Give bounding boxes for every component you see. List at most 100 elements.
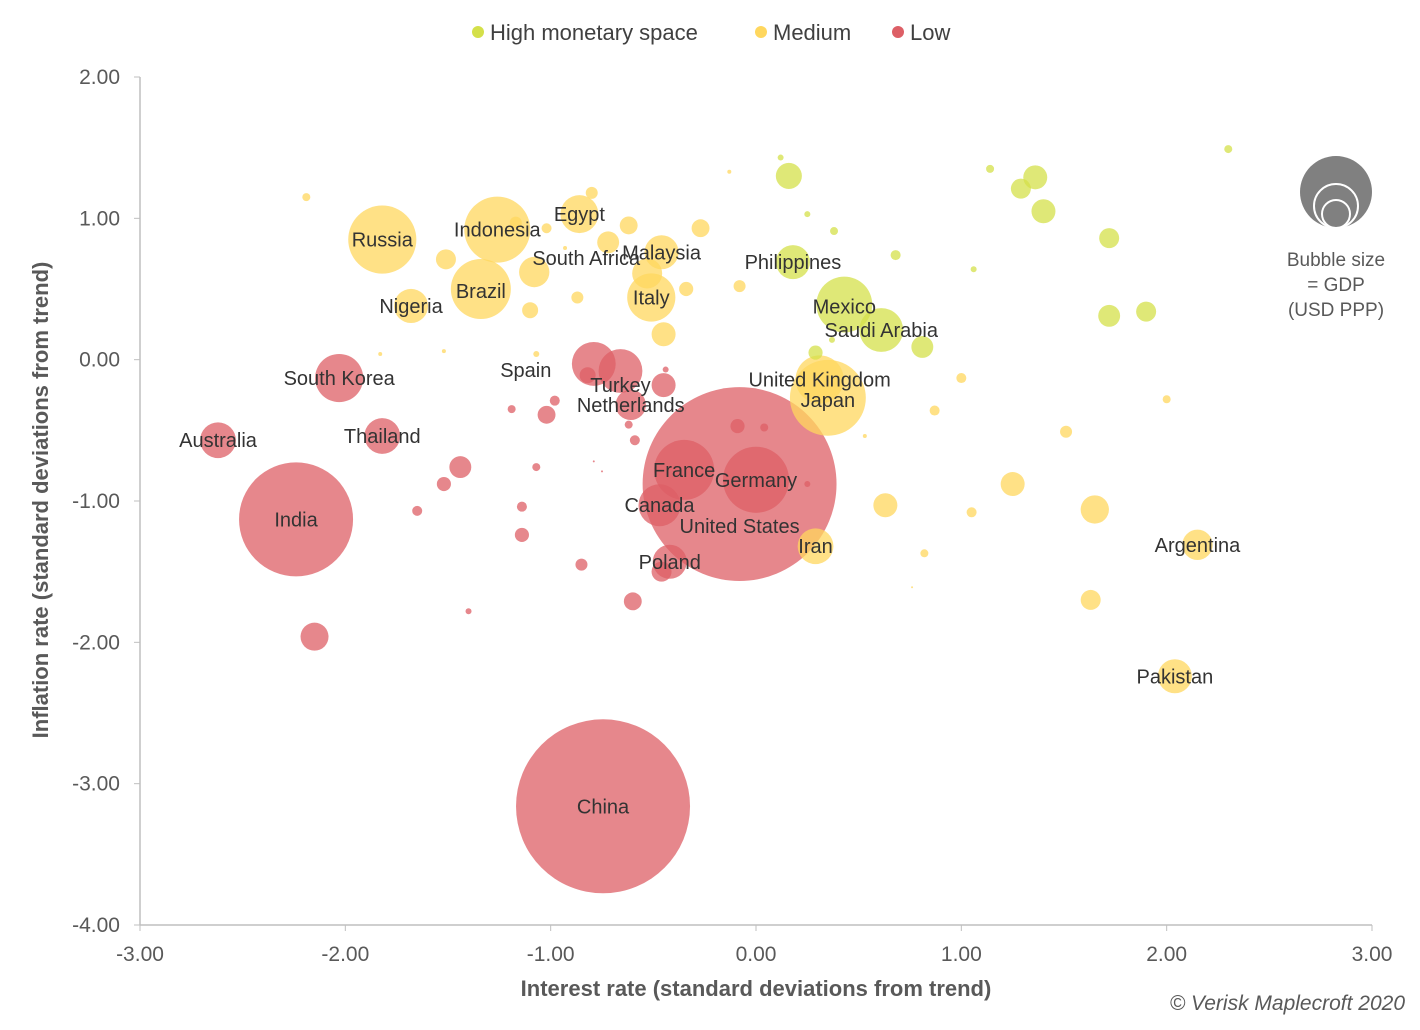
bubble (549, 395, 560, 406)
bubble (579, 367, 596, 384)
bubble-mexico (816, 276, 873, 333)
bubble-label: Malaysia (622, 242, 702, 264)
x-axis-label: Interest rate (standard deviations from … (521, 976, 992, 1001)
x-tick-label: 0.00 (736, 943, 777, 966)
y-axis-label: Inflation rate (standard deviations from… (28, 262, 53, 739)
bubble (1060, 425, 1073, 438)
bubble (986, 164, 995, 173)
bubble (623, 592, 642, 611)
bubble (563, 246, 568, 251)
bubble-nigeria (394, 288, 429, 323)
bubble (575, 558, 588, 571)
bubble (571, 291, 584, 304)
bubble-label: Netherlands (577, 395, 685, 417)
bubble (585, 186, 598, 199)
bubble-netherlands (615, 389, 646, 421)
bubble (804, 481, 811, 488)
bubble (532, 463, 541, 472)
bubble-brazil (450, 259, 511, 319)
bubble (733, 280, 746, 293)
bubble (619, 216, 638, 235)
size-note-line-3: (USD PPP) (1288, 300, 1384, 321)
legend-label-high: High monetary space (490, 20, 698, 45)
bubble-canada (638, 484, 681, 527)
axes: -3.00 -2.00 -1.00 0.00 1.00 2.00 3.00 2.00 1.00 0… (72, 66, 1392, 966)
bubble (378, 352, 383, 357)
legend-marker-low (892, 26, 904, 38)
bubble (302, 193, 311, 202)
x-tick-label: 1.00 (941, 943, 982, 966)
bubble (970, 266, 977, 273)
bubble-label: Turkey (590, 375, 650, 397)
bubble (624, 420, 633, 429)
bubble-label: China (577, 796, 630, 818)
bubble (775, 162, 802, 189)
bubble (804, 211, 811, 218)
bubble-label: United States (680, 516, 800, 538)
bubble (691, 219, 710, 238)
legend-label-medium: Medium (773, 20, 851, 45)
bubble (1224, 145, 1233, 154)
bubble-france (654, 439, 715, 500)
bubble-label: Canada (624, 495, 695, 517)
bubble (890, 250, 901, 261)
bubble (436, 476, 451, 492)
bubble (533, 351, 540, 358)
bubble-label: India (274, 509, 318, 531)
x-tick-label: 2.00 (1146, 943, 1187, 966)
bubble (300, 622, 329, 651)
bubble (830, 227, 839, 236)
bubble-label: Argentina (1155, 535, 1241, 557)
bubble-label: Thailand (344, 426, 421, 448)
bubble (679, 281, 694, 297)
bubble (777, 154, 784, 161)
bubble-label: Russia (352, 230, 414, 252)
bubble (592, 460, 595, 463)
bubble-russia (348, 205, 417, 274)
bubble (760, 423, 769, 432)
bubble (808, 345, 823, 360)
bubble-label: Indonesia (454, 220, 542, 242)
y-tick-label: -3.00 (72, 773, 120, 796)
bubble (509, 216, 522, 229)
size-legend-large-circle (1300, 156, 1372, 228)
bubble-indonesia (464, 196, 531, 263)
y-tick-label: -2.00 (72, 631, 120, 654)
x-tick-label: 3.00 (1352, 943, 1393, 966)
bubble-label: Australia (179, 430, 258, 452)
bubble (727, 169, 732, 174)
bubble-label: South Korea (284, 368, 396, 390)
bubble (651, 561, 672, 582)
bubble (1136, 301, 1157, 322)
bubble (597, 231, 620, 254)
bubble (1098, 304, 1121, 327)
bubble (1080, 589, 1101, 610)
bubble-saudi-arabia (859, 308, 904, 352)
bubble-label: Poland (639, 552, 701, 574)
y-tick-label: 2.00 (79, 66, 120, 89)
bubble (541, 223, 552, 234)
size-note-line-1: Bubble size (1287, 250, 1385, 271)
bubble-south-korea (315, 353, 364, 403)
bubble (632, 258, 663, 289)
bubble-label: Germany (715, 470, 797, 492)
bubble (966, 507, 977, 518)
bubble-philippines (775, 245, 810, 280)
legend-marker-medium (755, 26, 767, 38)
bubble (828, 336, 835, 343)
bubble-south-africa (519, 256, 550, 288)
bubble (629, 435, 640, 446)
bubble (1010, 178, 1031, 199)
bubble-egypt (560, 195, 599, 234)
bubble-label: South Africa (532, 248, 641, 270)
bubble (435, 249, 456, 270)
y-tick-label: -1.00 (72, 490, 120, 513)
bubble-china (516, 719, 691, 894)
bubble (516, 501, 527, 512)
bubble (449, 456, 472, 479)
x-tick-label: -1.00 (527, 943, 575, 966)
bubble-pakistan (1157, 659, 1192, 694)
credit-text: © Verisk Maplecroft 2020 (1170, 992, 1406, 1015)
